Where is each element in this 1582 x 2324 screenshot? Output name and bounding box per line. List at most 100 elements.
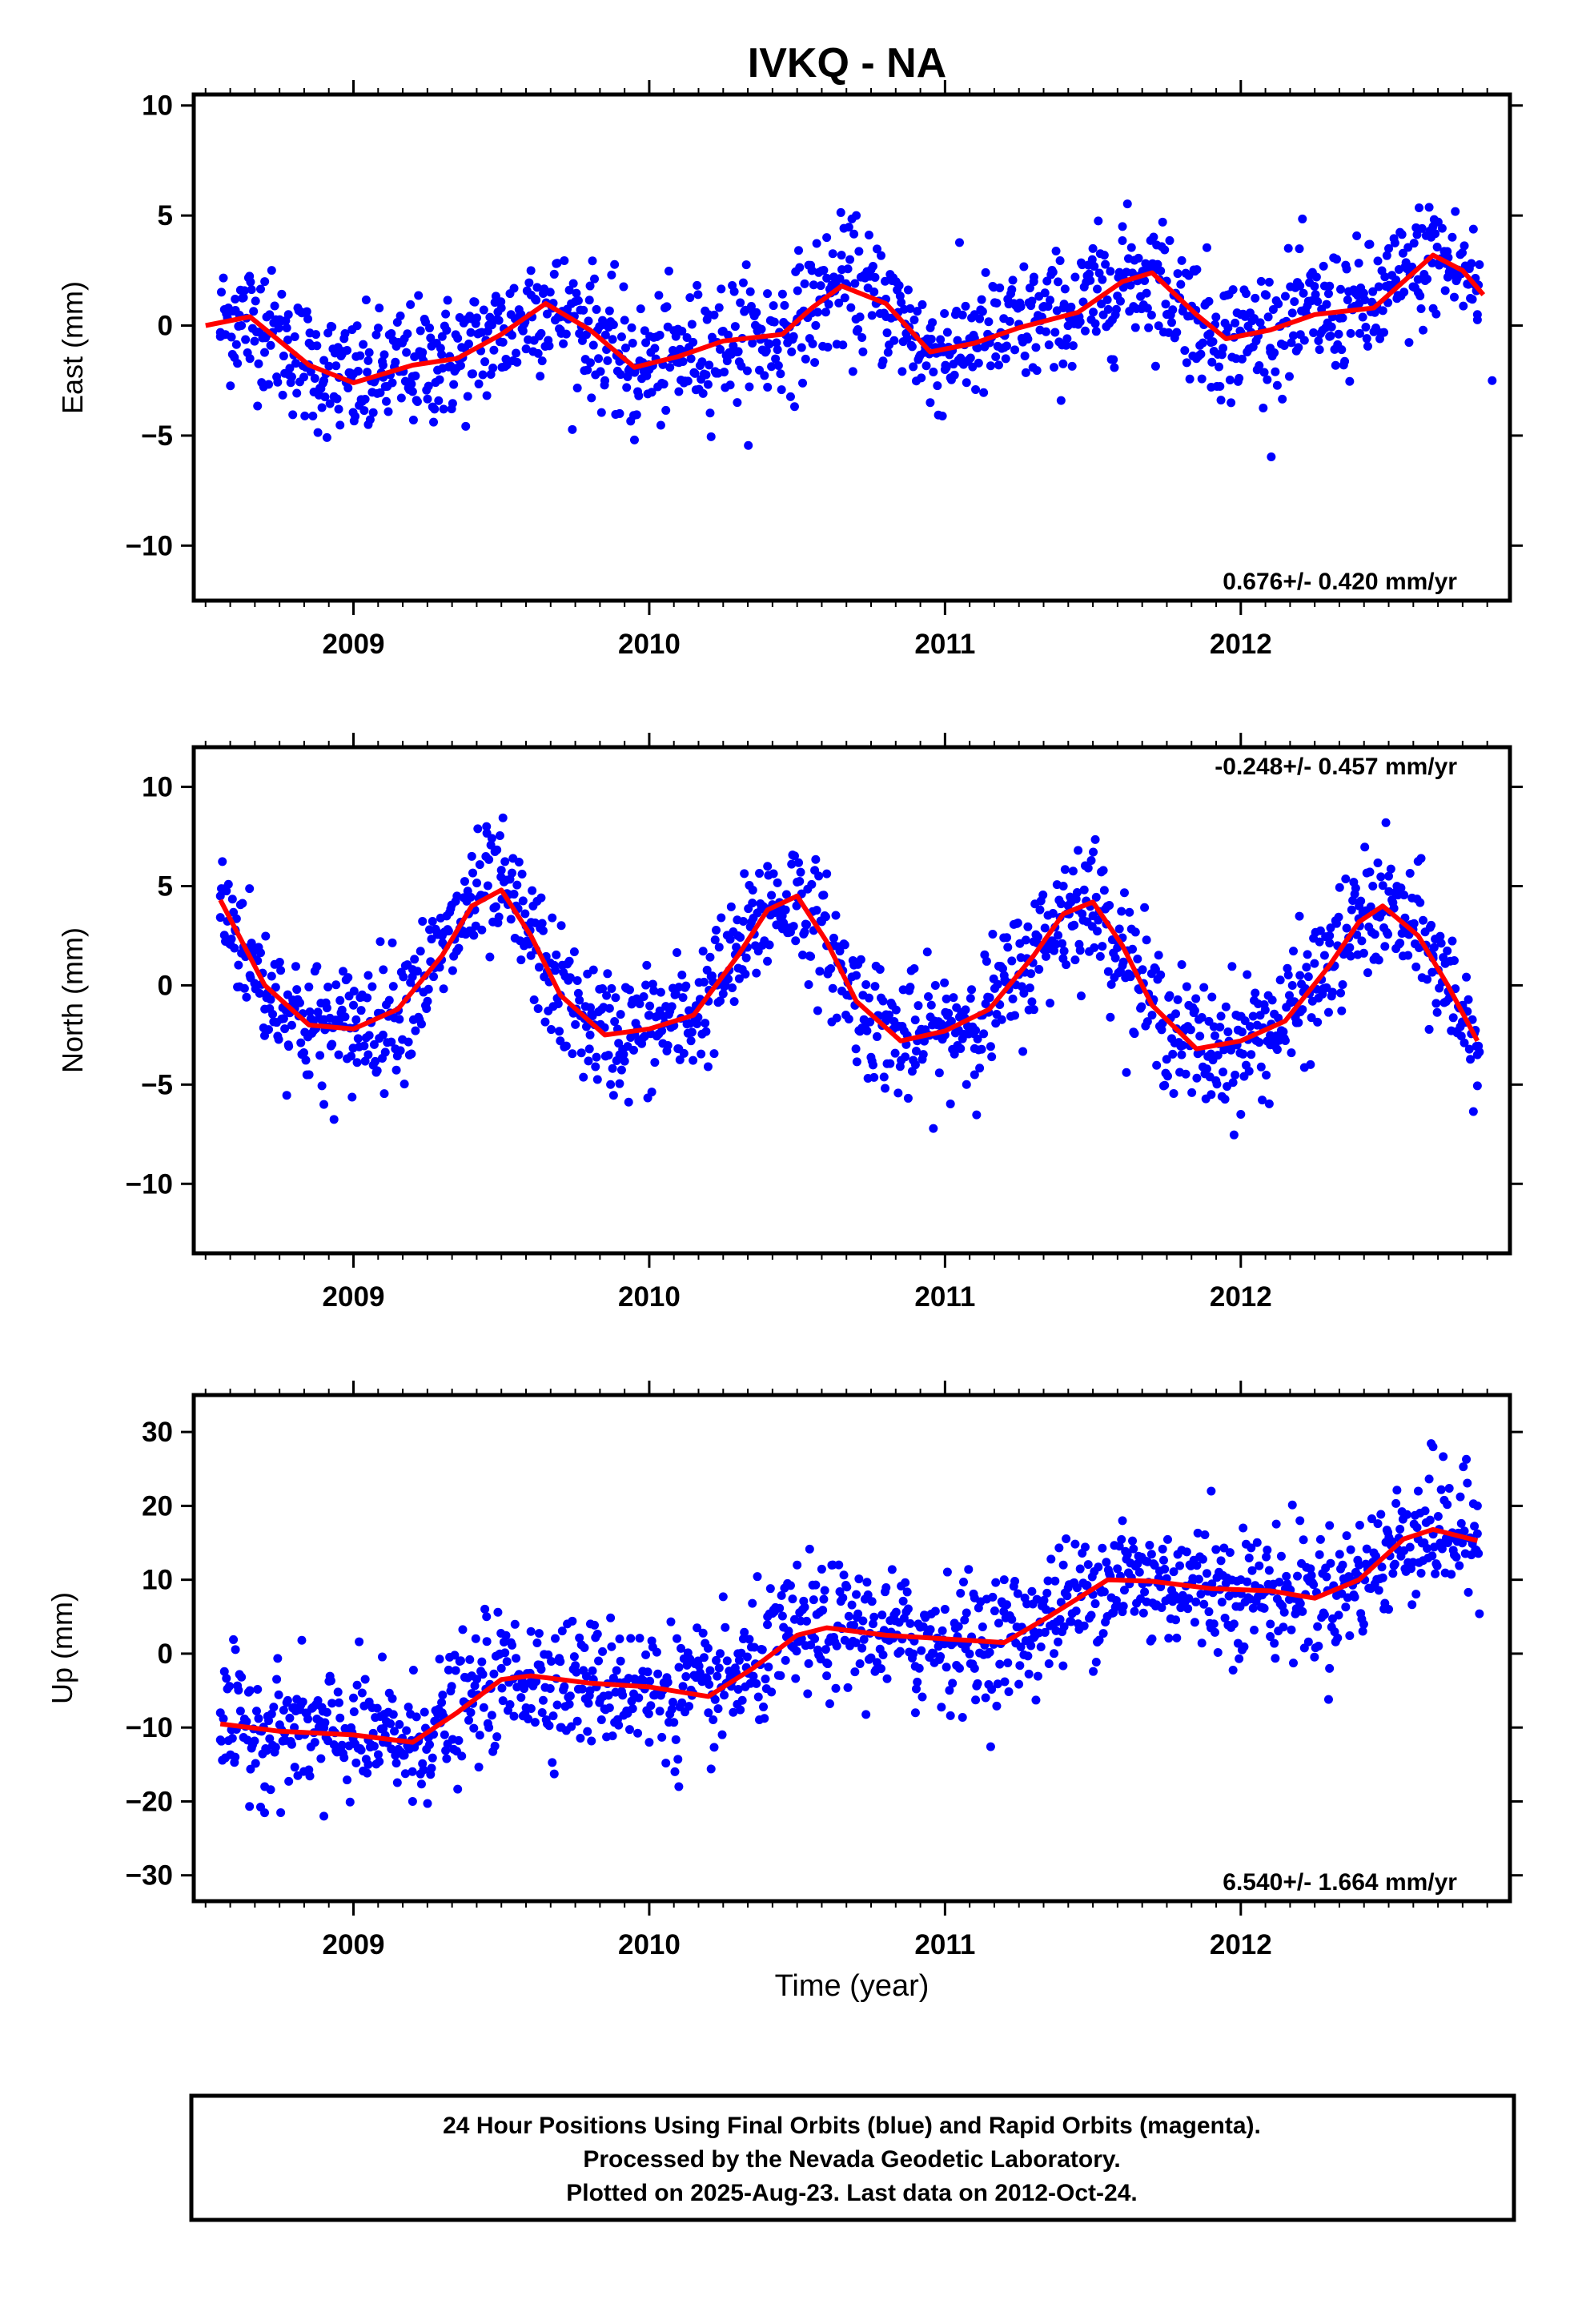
data-point <box>745 1634 754 1644</box>
data-point <box>706 1764 716 1774</box>
data-point <box>1399 891 1409 900</box>
data-point <box>1197 1638 1207 1648</box>
data-point <box>592 1075 602 1084</box>
data-point <box>913 307 922 316</box>
data-point <box>1060 865 1070 875</box>
data-point <box>1280 1035 1290 1045</box>
data-point <box>544 1721 554 1731</box>
data-point <box>482 1637 492 1647</box>
data-point <box>698 947 708 956</box>
data-point <box>1070 272 1080 282</box>
data-point <box>278 390 287 400</box>
data-point <box>253 1684 263 1694</box>
data-point <box>533 1003 543 1013</box>
data-point <box>1054 1637 1063 1647</box>
data-point <box>247 285 256 295</box>
data-point <box>1002 341 1012 351</box>
data-point <box>1325 939 1335 948</box>
data-point <box>547 1025 556 1035</box>
data-point <box>726 902 736 911</box>
data-point <box>1071 895 1081 904</box>
data-point <box>352 1058 362 1068</box>
data-point <box>1358 312 1367 322</box>
data-point <box>1374 282 1383 292</box>
data-point <box>230 1758 239 1767</box>
data-point <box>364 348 374 357</box>
data-point <box>789 851 799 861</box>
data-point <box>537 356 547 366</box>
data-point <box>810 1634 820 1643</box>
data-point <box>918 1622 928 1631</box>
data-point <box>1113 1564 1122 1574</box>
data-point <box>984 317 994 327</box>
data-point <box>1355 328 1364 338</box>
data-point <box>1458 248 1468 258</box>
data-point <box>1172 1633 1182 1642</box>
data-point <box>1157 1603 1166 1613</box>
data-point <box>1019 262 1029 271</box>
data-point <box>465 1655 475 1664</box>
data-point <box>1264 277 1274 287</box>
data-point <box>505 1700 515 1710</box>
data-point <box>1075 946 1085 955</box>
data-point <box>298 1697 307 1707</box>
data-point <box>483 881 492 891</box>
data-point <box>363 368 372 377</box>
data-point <box>1463 1478 1472 1488</box>
data-point <box>1398 248 1407 258</box>
data-point <box>1413 275 1423 284</box>
data-point <box>449 380 459 389</box>
data-point <box>255 988 264 998</box>
data-point <box>1298 1606 1307 1616</box>
data-point <box>590 1620 600 1630</box>
data-point <box>801 354 810 364</box>
data-point <box>611 410 620 420</box>
data-point <box>407 380 416 389</box>
data-point <box>648 979 657 989</box>
data-point <box>607 983 616 993</box>
data-point <box>1325 281 1335 291</box>
data-point <box>1173 1550 1182 1559</box>
data-point <box>1025 983 1034 993</box>
data-point <box>665 363 675 372</box>
data-point <box>1182 358 1191 368</box>
data-point <box>1468 1107 1478 1116</box>
data-point <box>279 1014 288 1023</box>
data-point <box>794 858 804 867</box>
y-axis-label: North (mm) <box>56 927 89 1073</box>
y-tick-label: −30 <box>126 1860 173 1892</box>
data-point <box>1172 328 1182 337</box>
data-point <box>1326 1558 1335 1568</box>
data-point <box>662 302 672 312</box>
data-point <box>1090 1599 1100 1609</box>
data-point <box>1295 1516 1305 1526</box>
data-point <box>1103 967 1113 976</box>
data-point <box>748 1598 757 1608</box>
data-point <box>1284 991 1294 1000</box>
data-point <box>435 1655 444 1664</box>
y-tick-label: 20 <box>142 1490 173 1522</box>
data-point <box>512 880 522 890</box>
y-tick-label: 0 <box>158 970 173 1001</box>
data-point <box>685 293 695 303</box>
data-point <box>667 1002 677 1011</box>
data-point <box>1160 1564 1170 1574</box>
data-point <box>740 1627 749 1637</box>
data-point <box>1204 1607 1214 1617</box>
data-point <box>1138 965 1147 975</box>
data-point <box>1008 994 1018 1003</box>
data-point <box>494 316 504 325</box>
plot-frame <box>191 92 1512 603</box>
data-point <box>1085 269 1094 279</box>
data-point <box>364 1031 374 1040</box>
data-point <box>1307 1570 1316 1580</box>
y-tick-label: 0 <box>158 1638 173 1670</box>
data-point <box>835 274 845 283</box>
data-point <box>375 1034 384 1043</box>
data-point <box>412 397 422 407</box>
data-point <box>468 868 478 878</box>
data-point <box>479 305 488 315</box>
data-point <box>596 408 606 417</box>
data-point <box>487 1711 496 1720</box>
data-point <box>498 1696 508 1706</box>
